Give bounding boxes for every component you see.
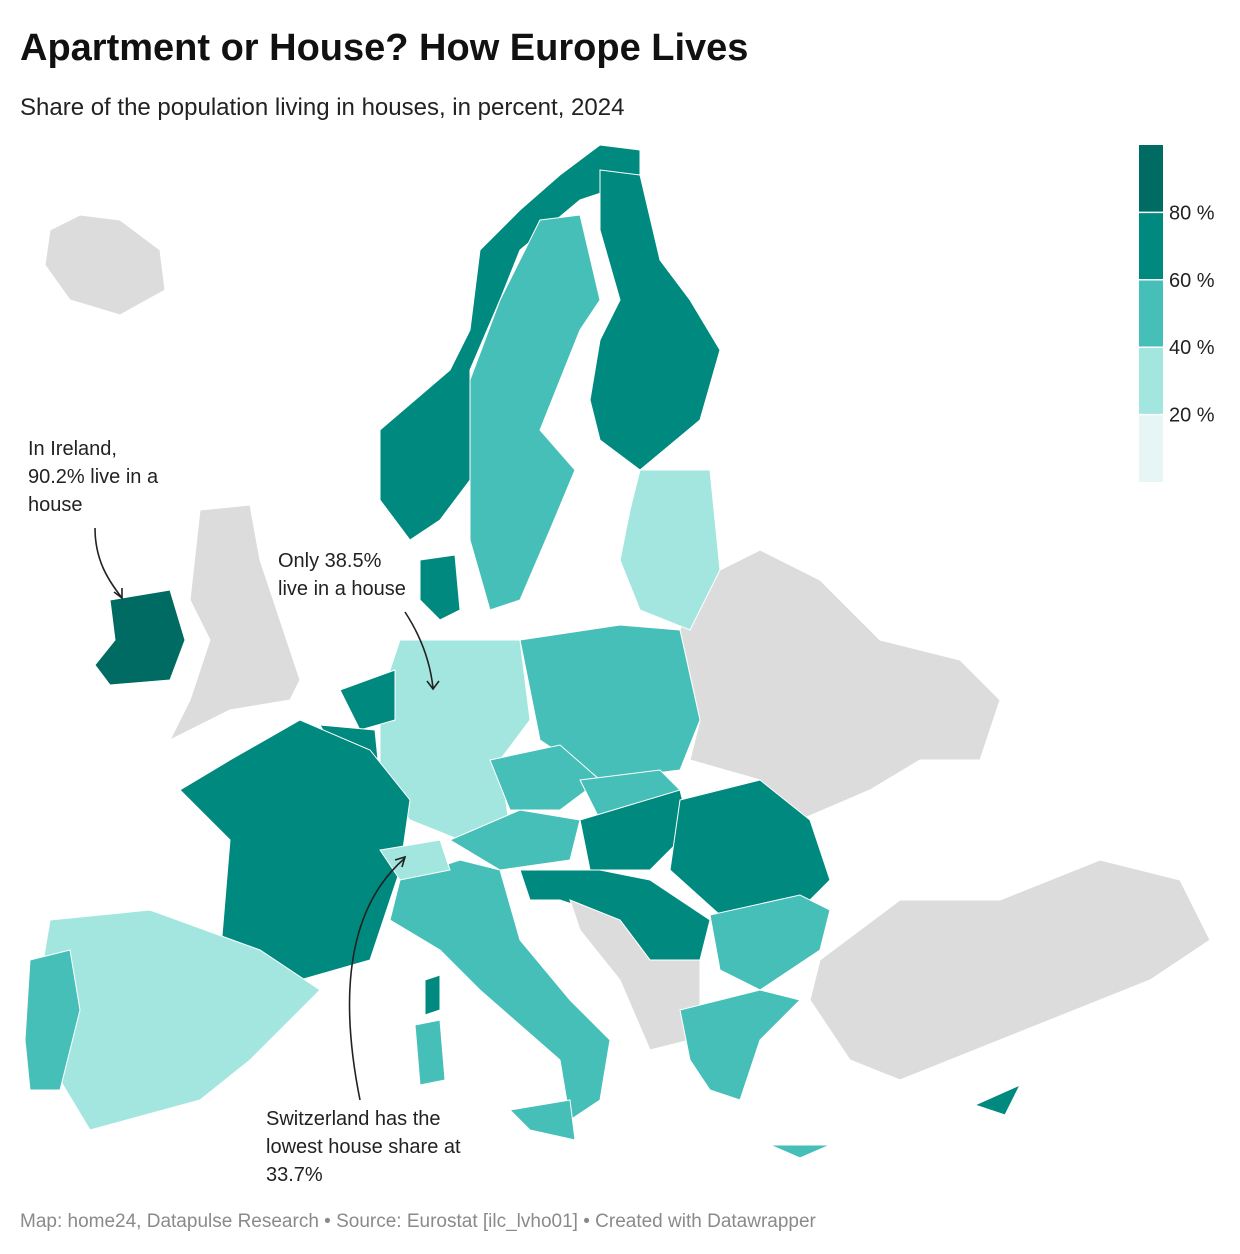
- legend-tick-label: 40 %: [1169, 337, 1215, 359]
- source-note: Map: home24, Datapulse Research • Source…: [20, 1211, 817, 1232]
- legend-swatch: [1139, 414, 1163, 482]
- title: Apartment or House? How Europe Lives: [20, 27, 748, 69]
- annotation-arrows: [94, 527, 440, 1101]
- legend-swatch: [1139, 347, 1163, 415]
- annotation-line: Only 38.5%: [278, 550, 382, 572]
- legend-swatch: [1139, 279, 1163, 348]
- countries: [24, 144, 1211, 1159]
- annotation-line: 90.2% live in a: [28, 466, 159, 488]
- annotation-line: house: [28, 494, 83, 516]
- annotation-line: In Ireland,: [28, 438, 117, 460]
- annotation-line: 33.7%: [266, 1164, 323, 1186]
- annotation-line: Switzerland has the: [266, 1108, 441, 1130]
- legend-swatch: [1139, 212, 1163, 280]
- annotation-line: lowest house share at: [266, 1136, 461, 1158]
- legend: 20 % 40 % 60 % 80 %: [1139, 145, 1215, 482]
- legend-swatch: [1139, 145, 1163, 213]
- legend-tick-label: 20 %: [1169, 405, 1215, 427]
- annotation-line: live in a house: [278, 578, 406, 600]
- subtitle: Share of the population living in houses…: [20, 94, 624, 121]
- legend-tick-label: 80 %: [1169, 202, 1215, 224]
- annotations: In Ireland, 90.2% live in a house Only 38.5…: [28, 438, 461, 1186]
- legend-tick-label: 60 %: [1169, 270, 1215, 292]
